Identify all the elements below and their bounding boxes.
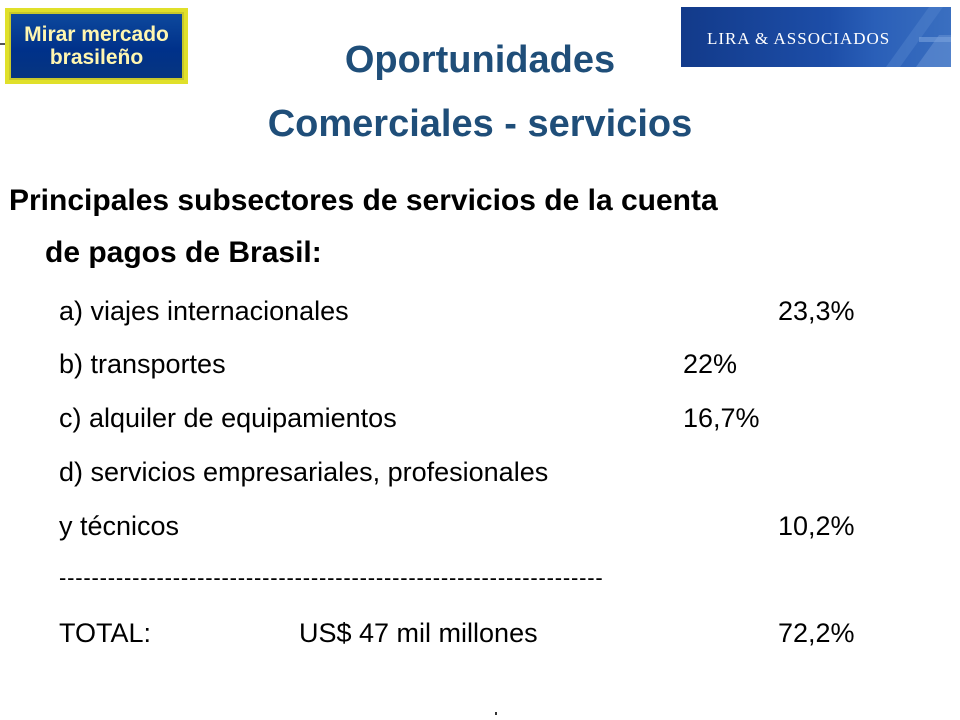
item-value-tecnicos: 10,2% <box>778 511 855 541</box>
logo-emblem-icon <box>886 7 951 67</box>
item-label-viajes: a) viajes internacionales <box>59 296 349 326</box>
footer-mark <box>495 712 497 715</box>
item-value-viajes: 23,3% <box>778 296 855 326</box>
total-value: 72,2% <box>778 618 855 648</box>
badge-line-2: brasileño <box>49 46 144 69</box>
item-label-servicios: d) servicios empresariales, profesionale… <box>59 457 549 487</box>
item-label-tecnicos: y técnicos <box>59 511 180 541</box>
item-label-alquiler: c) alquiler de equipamientos <box>59 403 397 433</box>
subheading-line-2: de pagos de Brasil: <box>45 236 322 269</box>
slide-title-line-2: Comerciales - servicios <box>267 103 693 145</box>
edge-mark <box>0 43 5 45</box>
item-value-alquiler: 16,7% <box>683 403 760 433</box>
total-amount: US$ 47 mil millones <box>299 618 538 648</box>
separator-line: ----------------------------------------… <box>59 565 604 590</box>
slide-title-line-1: Oportunidades <box>344 39 616 81</box>
item-label-transportes: b) transportes <box>59 349 226 379</box>
logo-text: LIRA & ASSOCIADOS <box>707 29 891 48</box>
total-label: TOTAL: <box>59 618 152 648</box>
subheading-line-1: Principales subsectores de servicios de … <box>9 184 718 217</box>
company-logo: LIRA & ASSOCIADOS <box>681 7 951 67</box>
badge-line-1: Mirar mercado <box>24 23 169 46</box>
market-badge: Mirar mercado brasileño <box>5 8 188 84</box>
item-value-transportes: 22% <box>683 349 738 379</box>
